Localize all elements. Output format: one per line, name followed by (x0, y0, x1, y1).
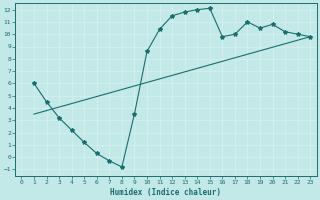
X-axis label: Humidex (Indice chaleur): Humidex (Indice chaleur) (110, 188, 221, 197)
